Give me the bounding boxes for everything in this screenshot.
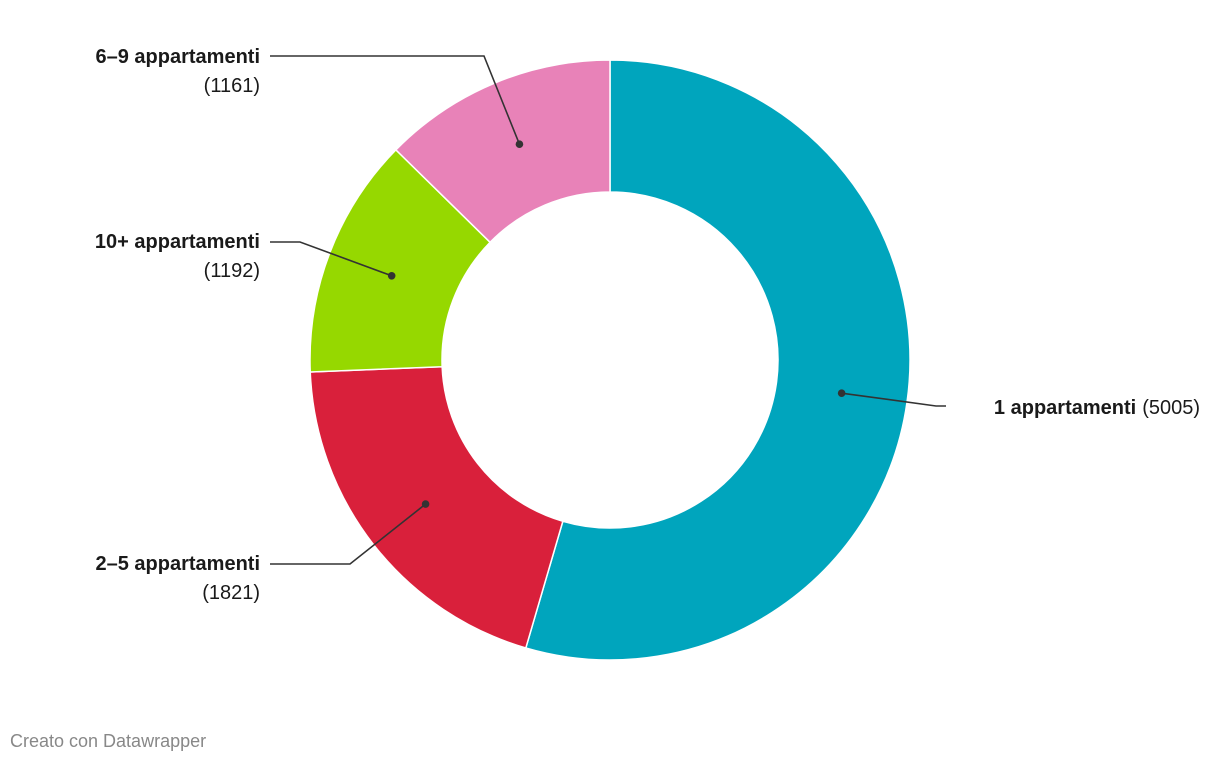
slice-6-9-appartamenti: [394, 59, 611, 244]
label-6-9-appartamenti-name: 6–9 appartamenti: [95, 46, 260, 68]
label-10-plus-appartamenti-name: 10+ appartamenti: [95, 231, 260, 253]
slice-2-5-appartamenti: [309, 365, 564, 649]
label-2-5-appartamenti-name: 2–5 appartamenti: [95, 553, 260, 575]
slice-1-appartamenti: [524, 59, 911, 661]
leader-dot-10-plus-appartamenti: [387, 271, 396, 280]
label-1-appartamenti-name: 1 appartamenti: [994, 397, 1136, 419]
leader-line-10-plus-appartamenti: [270, 241, 392, 277]
label-1-appartamenti: 1 appartamenti (5005): [994, 397, 1200, 419]
leader-line-6-9-appartamenti: [270, 55, 521, 145]
donut-slices: [309, 59, 911, 661]
leader-line-1-appartamenti: [841, 392, 946, 407]
datawrapper-credit: Creato con Datawrapper: [10, 731, 207, 751]
leader-dot-6-9-appartamenti: [515, 140, 524, 149]
label-10-plus-appartamenti-value: (1192): [204, 260, 260, 282]
label-leaders: [270, 55, 946, 565]
leader-dot-2-5-appartamenti: [421, 500, 430, 508]
label-1-appartamenti-value: (5005): [1142, 397, 1200, 419]
leader-dot-1-appartamenti: [837, 389, 846, 397]
label-2-5-appartamenti-value: (1821): [202, 582, 260, 604]
leader-line-2-5-appartamenti: [270, 503, 427, 565]
label-6-9-appartamenti-value: (1161): [204, 75, 260, 97]
